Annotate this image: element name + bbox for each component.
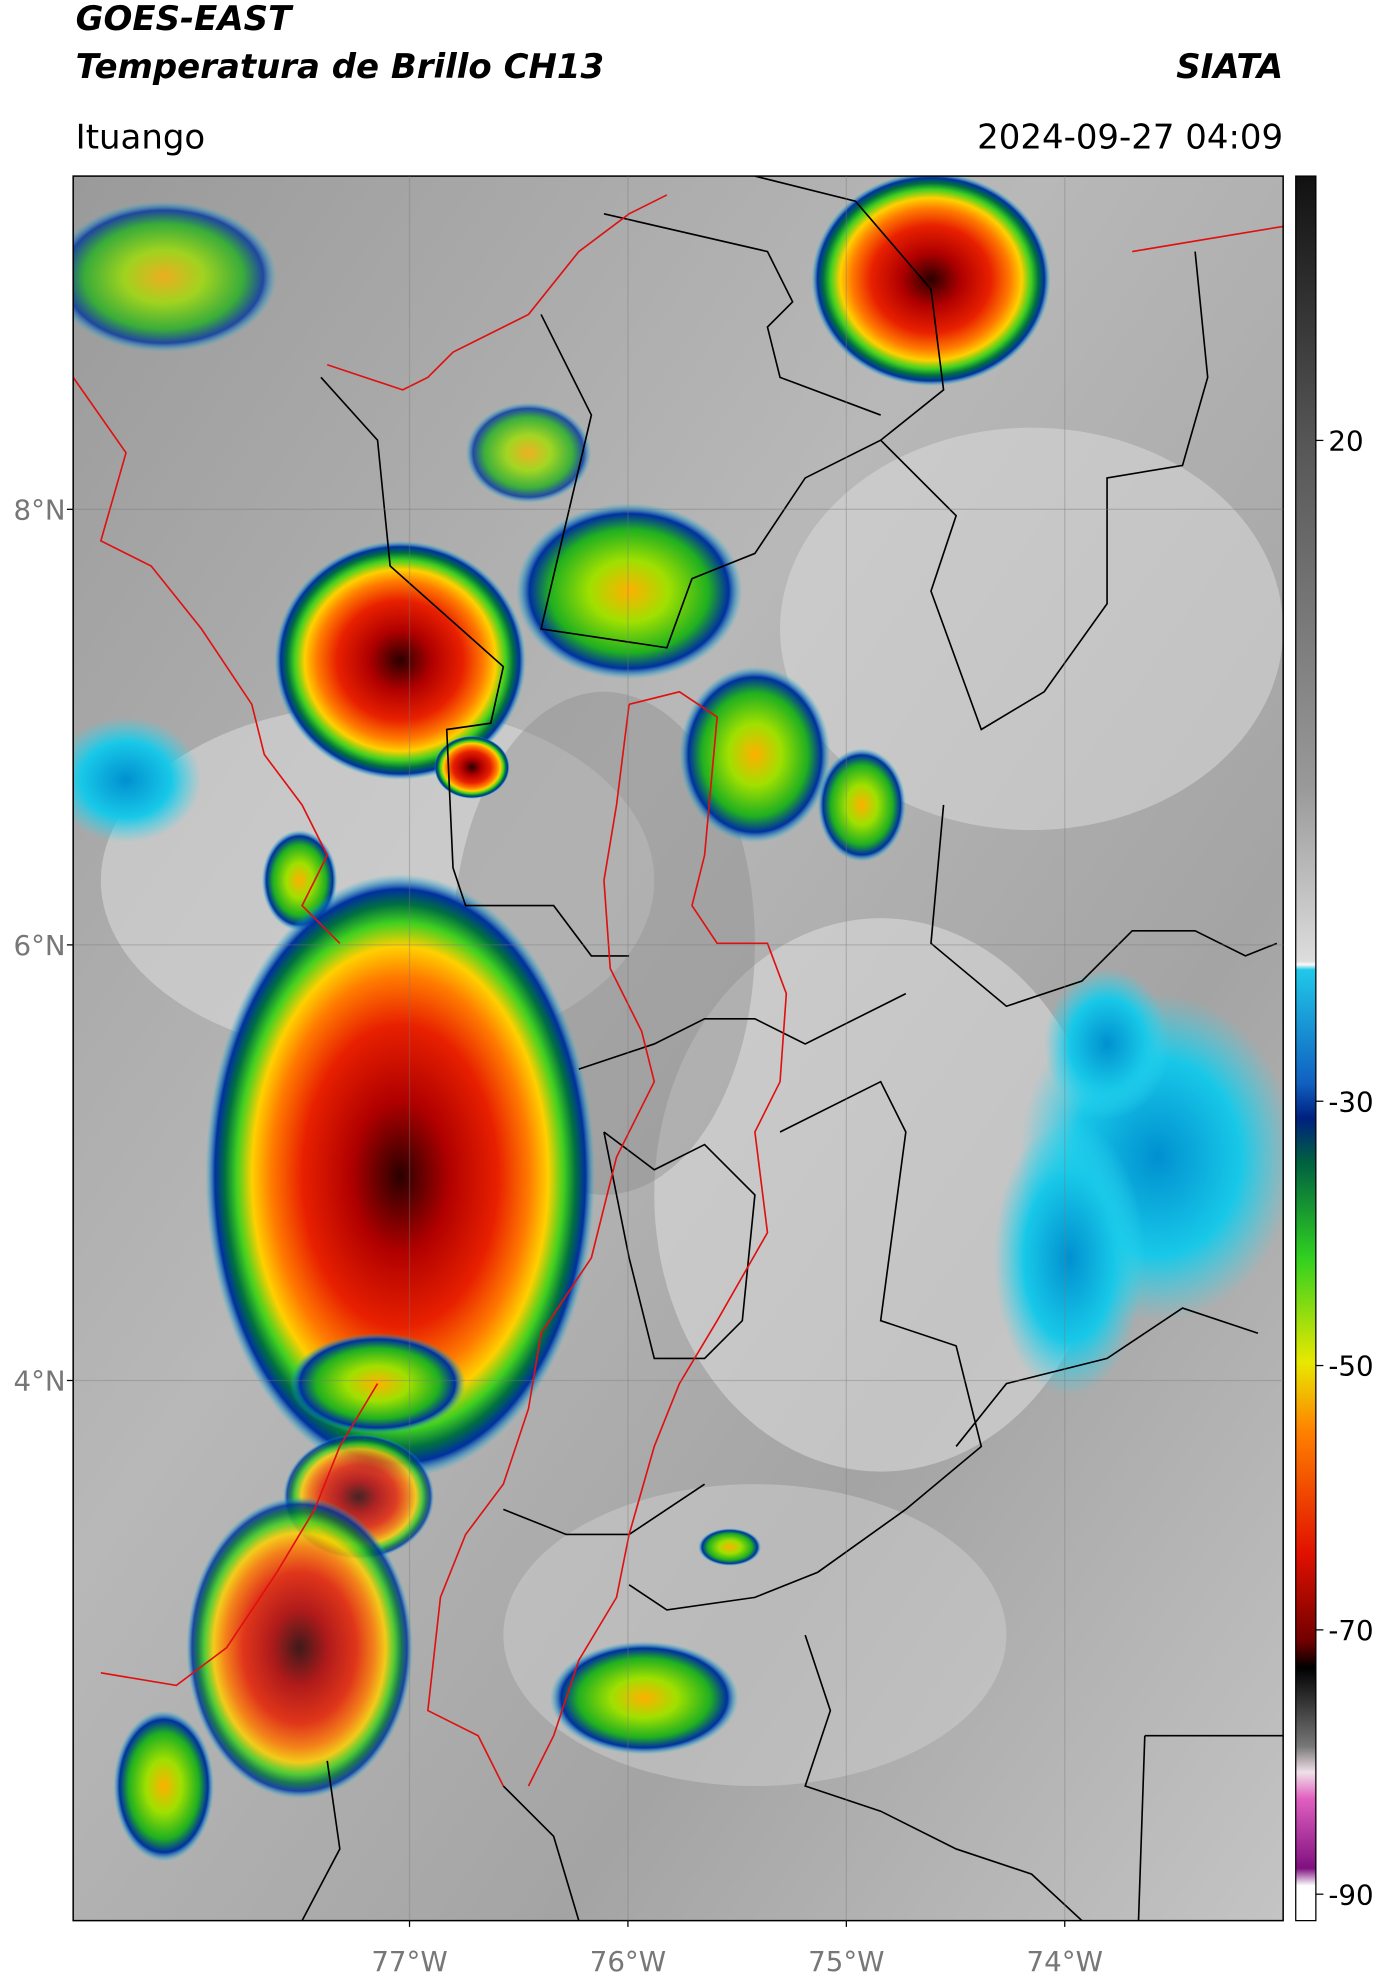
location: Ituango xyxy=(76,117,206,157)
lon-tick-label: 75°W xyxy=(808,1945,884,1978)
colorbar-tick-label: -70 xyxy=(1328,1614,1373,1647)
lon-tick-label: 76°W xyxy=(590,1945,666,1978)
colorbar-axis: 20 -30 -50 -70 -90 xyxy=(1315,424,1374,1911)
datetime: 2024-09-27 04:09 xyxy=(977,117,1283,157)
source: SIATA xyxy=(1176,47,1283,87)
map-axes: 77°W 76°W 75°W 74°W 8°N 6°N 4°N xyxy=(14,176,1284,1978)
lon-tick-label: 77°W xyxy=(371,1945,447,1978)
map-image xyxy=(73,176,1284,1921)
lat-tick-label: 8°N xyxy=(14,493,66,526)
colorbar-tick-label: 20 xyxy=(1328,424,1363,457)
map-frame xyxy=(72,175,1284,1922)
lon-tick-label: 74°W xyxy=(1027,1945,1103,1978)
colorbar-tick-label: -30 xyxy=(1328,1085,1373,1118)
colorbar xyxy=(1295,175,1317,1922)
colorbar-tick-label: -50 xyxy=(1328,1350,1373,1383)
satellite: GOES-EAST xyxy=(76,0,294,39)
lat-tick-label: 4°N xyxy=(14,1365,66,1398)
colorbar-tick-label: -90 xyxy=(1328,1878,1373,1911)
lat-tick-label: 6°N xyxy=(14,929,66,962)
product: Temperatura de Brillo CH13 xyxy=(76,47,604,87)
